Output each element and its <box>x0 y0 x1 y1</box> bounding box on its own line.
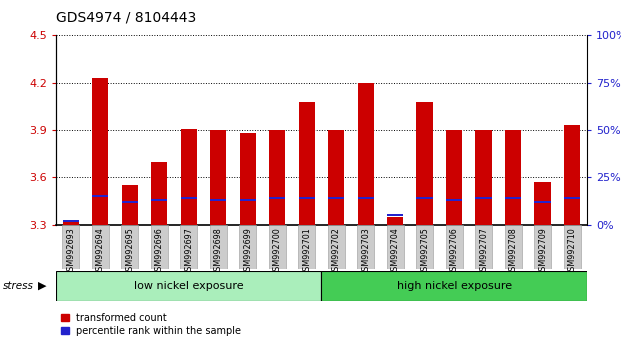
Bar <box>240 199 256 201</box>
Text: GSM992703: GSM992703 <box>361 227 370 276</box>
Bar <box>534 225 551 269</box>
Text: low nickel exposure: low nickel exposure <box>134 281 243 291</box>
Bar <box>328 197 344 199</box>
Text: GSM992697: GSM992697 <box>184 227 193 276</box>
Text: GSM992705: GSM992705 <box>420 227 429 276</box>
Text: GSM992702: GSM992702 <box>332 227 340 276</box>
Bar <box>535 182 551 225</box>
Bar <box>92 195 108 197</box>
Bar <box>269 130 285 225</box>
Bar <box>446 130 462 225</box>
Bar <box>210 130 226 225</box>
Legend: transformed count, percentile rank within the sample: transformed count, percentile rank withi… <box>61 313 242 336</box>
Text: GSM992710: GSM992710 <box>568 227 576 276</box>
Text: GSM992704: GSM992704 <box>391 227 399 276</box>
Bar <box>387 217 403 225</box>
Bar <box>62 225 79 269</box>
Bar <box>417 197 433 199</box>
Bar <box>358 83 374 225</box>
Bar <box>387 225 404 269</box>
Bar <box>210 225 227 269</box>
Bar <box>387 215 403 216</box>
Bar <box>63 220 79 222</box>
Bar <box>299 197 315 199</box>
Bar <box>239 225 256 269</box>
Bar <box>535 201 551 203</box>
Bar <box>416 225 433 269</box>
Bar <box>210 199 226 201</box>
Bar <box>505 225 522 269</box>
Text: GSM992701: GSM992701 <box>302 227 311 276</box>
Bar <box>564 197 580 199</box>
Bar <box>322 271 587 301</box>
Bar <box>122 201 138 203</box>
Text: GSM992698: GSM992698 <box>214 227 222 276</box>
Text: GSM992695: GSM992695 <box>125 227 134 276</box>
Text: high nickel exposure: high nickel exposure <box>397 281 512 291</box>
Bar <box>357 225 374 269</box>
Text: GSM992707: GSM992707 <box>479 227 488 276</box>
Bar <box>328 130 344 225</box>
Bar <box>180 225 197 269</box>
Text: GSM992706: GSM992706 <box>450 227 458 276</box>
Bar <box>446 199 462 201</box>
Bar <box>299 102 315 225</box>
Bar <box>181 129 197 225</box>
Bar <box>564 225 581 269</box>
Text: GSM992694: GSM992694 <box>96 227 104 276</box>
Bar <box>328 225 345 269</box>
Bar <box>476 130 492 225</box>
Text: GSM992693: GSM992693 <box>66 227 75 276</box>
Bar <box>181 197 197 199</box>
Text: GSM992708: GSM992708 <box>509 227 517 276</box>
Bar <box>476 197 492 199</box>
Bar <box>269 225 286 269</box>
Bar <box>358 197 374 199</box>
Bar <box>63 220 79 225</box>
Bar <box>151 162 167 225</box>
Text: GSM992699: GSM992699 <box>243 227 252 276</box>
Text: stress: stress <box>3 281 34 291</box>
Bar <box>92 225 109 269</box>
Text: GSM992709: GSM992709 <box>538 227 547 276</box>
Bar <box>475 225 492 269</box>
Bar <box>151 199 167 201</box>
Bar <box>240 133 256 225</box>
Text: GDS4974 / 8104443: GDS4974 / 8104443 <box>56 11 196 25</box>
Text: GSM992700: GSM992700 <box>273 227 281 276</box>
Text: GSM992696: GSM992696 <box>155 227 163 276</box>
Bar <box>417 102 433 225</box>
Text: ▶: ▶ <box>38 281 47 291</box>
Bar <box>269 197 285 199</box>
Bar <box>298 225 315 269</box>
Bar <box>122 185 138 225</box>
Bar <box>505 130 521 225</box>
Bar <box>92 78 108 225</box>
Bar <box>121 225 138 269</box>
Bar <box>446 225 463 269</box>
Bar <box>505 197 521 199</box>
Bar <box>564 125 580 225</box>
Bar <box>151 225 168 269</box>
Bar <box>56 271 322 301</box>
